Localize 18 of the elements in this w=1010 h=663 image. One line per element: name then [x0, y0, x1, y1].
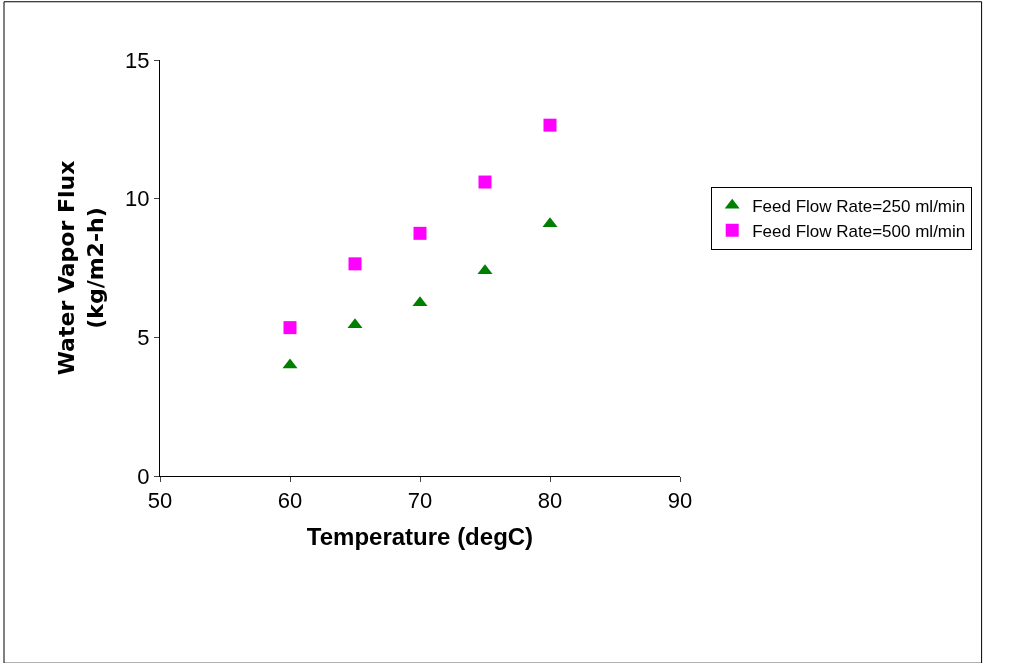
- point: [478, 175, 492, 189]
- legend-label: Feed Flow Rate=250 ml/min: [752, 196, 966, 216]
- x-tick-label: 80: [537, 488, 563, 514]
- y-tick-label: 5: [137, 325, 150, 351]
- legend-label: Feed Flow Rate=500 ml/min: [752, 221, 966, 241]
- y-tick-label: 15: [125, 47, 150, 73]
- y-axis-title: Water Vapor Flux (kg/m2-h): [54, 160, 108, 376]
- x-tick-label: 60: [277, 488, 303, 514]
- x-axis-title: Temperature (degC): [306, 522, 534, 550]
- point: [413, 226, 427, 240]
- x-tick-label: 70: [407, 488, 433, 514]
- point: [283, 321, 297, 335]
- x-tick-label: 50: [147, 488, 173, 514]
- point: [543, 118, 557, 132]
- x-tick-label: 90: [667, 488, 693, 514]
- y-tick-label: 10: [125, 186, 150, 212]
- point: [348, 257, 362, 271]
- y-tick-label: 0: [137, 463, 150, 489]
